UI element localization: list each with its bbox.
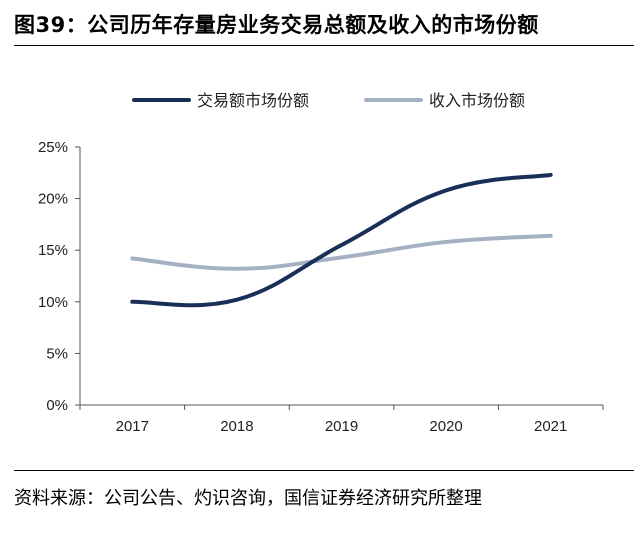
x-tick-label: 2019 [325,418,358,435]
legend-label-2: 收入市场份额 [429,91,525,110]
chart-axes: 0% 5% 10% 15% 20% 25% 2017 2018 2019 2020 2021 [38,139,604,435]
figure-source: 资料来源：公司公告、灼识咨询，国信证券经济研究所整理 [14,488,482,509]
x-tick-label: 2017 [116,418,149,435]
series-line-1 [130,172,553,308]
legend-label-1: 交易额市场份额 [197,91,309,110]
title-divider [14,45,634,46]
y-tick-label: 20% [38,191,68,208]
y-tick-label: 0% [46,397,68,414]
y-tick-label: 25% [38,139,68,156]
x-tick-label: 2020 [429,418,462,435]
chart-legend: 交易额市场份额 收入市场份额 [132,91,525,110]
y-tick-label: 15% [38,242,68,259]
figure-title: 图39：公司历年存量房业务交易总额及收入的市场份额 [14,13,539,37]
x-tick-label: 2018 [220,418,253,435]
y-tick-label: 5% [46,345,68,362]
series-line-2 [130,233,553,271]
line-chart: 0% 5% 10% 15% 20% 25% 2017 2018 2019 2020 2021 交易额… [38,91,604,435]
y-tick-label: 10% [38,294,68,311]
source-divider [14,470,634,471]
x-tick-label: 2021 [534,418,567,435]
chart-series [130,172,553,308]
